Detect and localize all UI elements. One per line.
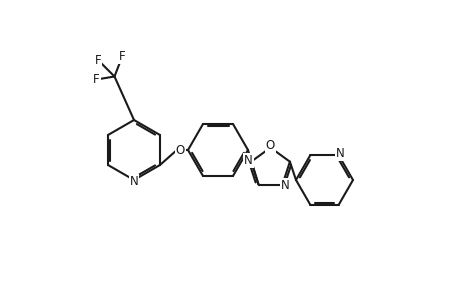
Text: F: F bbox=[118, 50, 125, 64]
Text: F: F bbox=[93, 73, 100, 86]
Text: N: N bbox=[335, 147, 344, 160]
Text: N: N bbox=[280, 179, 289, 192]
Text: N: N bbox=[244, 154, 252, 167]
Text: F: F bbox=[95, 53, 101, 67]
Text: N: N bbox=[129, 175, 138, 188]
Text: O: O bbox=[265, 139, 274, 152]
Text: O: O bbox=[175, 143, 185, 157]
